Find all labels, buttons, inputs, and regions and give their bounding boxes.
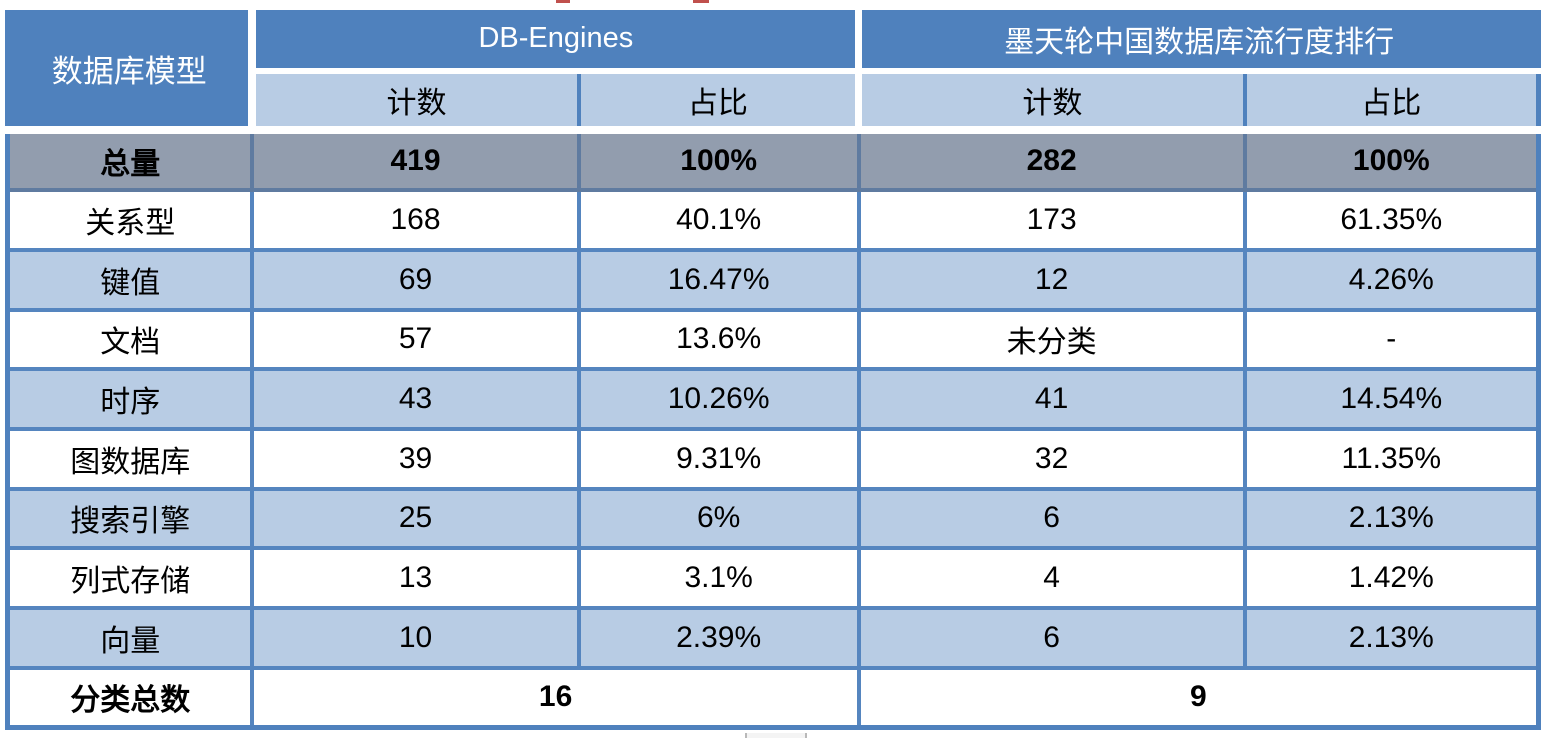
table-row-key-value: 键值 69 16.47% 12 4.26% (5, 247, 1541, 312)
data-cell: 100% (1242, 128, 1541, 193)
cropped-text-artifact (693, 0, 709, 3)
data-cell: 1.42% (1242, 546, 1541, 610)
data-cell: 11.35% (1242, 426, 1541, 491)
data-cell: 40.1% (576, 188, 861, 252)
data-cell: 12 (856, 247, 1247, 312)
subheader-share-db-engines: 占比 (576, 70, 859, 135)
row-label: 向量 (5, 605, 255, 670)
row-label: 搜索引擎 (5, 486, 255, 551)
table-row-document: 文档 57 13.6% 未分类 - (5, 307, 1541, 372)
table-row-time-series: 时序 43 10.26% 41 14.54% (5, 367, 1541, 431)
database-model-comparison-table: 数据库模型 DB-Engines 墨天轮中国数据库流行度排行 计数 占比 计数 … (5, 10, 1541, 730)
data-cell: 173 (856, 188, 1247, 252)
data-cell: 57 (250, 307, 581, 372)
data-cell: 13.6% (576, 307, 861, 372)
data-cell: 61.35% (1242, 188, 1541, 252)
data-cell: 2.13% (1242, 605, 1541, 670)
data-cell: 10.26% (576, 367, 861, 431)
table-row-relational: 关系型 168 40.1% 173 61.35% (5, 188, 1541, 252)
data-cell: 未分类 (856, 307, 1247, 372)
group-header-db-engines: DB-Engines (252, 10, 859, 74)
group-header-modb-china-ranking: 墨天轮中国数据库流行度排行 (855, 10, 1539, 74)
table-row-search-engine: 搜索引擎 25 6% 6 2.13% (5, 486, 1541, 551)
subheader-count-modb: 计数 (855, 70, 1245, 135)
table-row-vector: 向量 10 2.39% 6 2.13% (5, 605, 1541, 670)
data-cell: 10 (250, 605, 581, 670)
data-cell: - (1242, 307, 1541, 372)
row-label: 关系型 (5, 188, 255, 252)
corner-header-database-model: 数据库模型 (7, 10, 257, 135)
row-label: 图数据库 (5, 426, 255, 491)
cropped-text-artifact (556, 0, 570, 3)
table-row-total: 总量 419 100% 282 100% (5, 128, 1541, 193)
data-cell: 69 (250, 247, 581, 312)
row-label: 总量 (5, 128, 255, 193)
table-row-graph: 图数据库 39 9.31% 32 11.35% (5, 426, 1541, 491)
row-label: 键值 (5, 247, 255, 312)
data-cell: 6 (856, 486, 1247, 551)
category-total-modb: 9 (856, 665, 1541, 730)
category-total-db-engines: 16 (250, 665, 861, 730)
scrollbar-artifact (745, 733, 807, 738)
table-row-category-total: 分类总数 16 9 (5, 665, 1541, 730)
data-cell: 25 (250, 486, 581, 551)
data-cell: 419 (250, 128, 581, 193)
subheader-share-modb: 占比 (1242, 70, 1539, 135)
data-cell: 14.54% (1242, 367, 1541, 431)
header-sub-row: 计数 占比 计数 占比 (8, 70, 1539, 135)
header-group-row: 数据库模型 DB-Engines 墨天轮中国数据库流行度排行 (7, 10, 1539, 135)
data-cell: 16.47% (576, 247, 861, 312)
data-cell: 41 (856, 367, 1247, 431)
data-cell: 4 (856, 546, 1247, 610)
data-cell: 13 (250, 546, 581, 610)
data-cell: 9.31% (576, 426, 861, 491)
table-row-columnar: 列式存储 13 3.1% 4 1.42% (5, 546, 1541, 610)
data-cell: 3.1% (576, 546, 861, 610)
subheader-count-db-engines: 计数 (252, 70, 579, 135)
data-cell: 100% (576, 128, 861, 193)
data-cell: 282 (856, 128, 1247, 193)
data-cell: 6% (576, 486, 861, 551)
data-cell: 6 (856, 605, 1247, 670)
data-cell: 39 (250, 426, 581, 491)
data-cell: 43 (250, 367, 581, 431)
data-cell: 2.13% (1242, 486, 1541, 551)
row-label: 文档 (5, 307, 255, 372)
row-label: 分类总数 (5, 665, 255, 730)
data-cell: 168 (250, 188, 581, 252)
data-cell: 2.39% (576, 605, 861, 670)
data-cell: 4.26% (1242, 247, 1541, 312)
row-label: 列式存储 (5, 546, 255, 610)
data-cell: 32 (856, 426, 1247, 491)
row-label: 时序 (5, 367, 255, 431)
